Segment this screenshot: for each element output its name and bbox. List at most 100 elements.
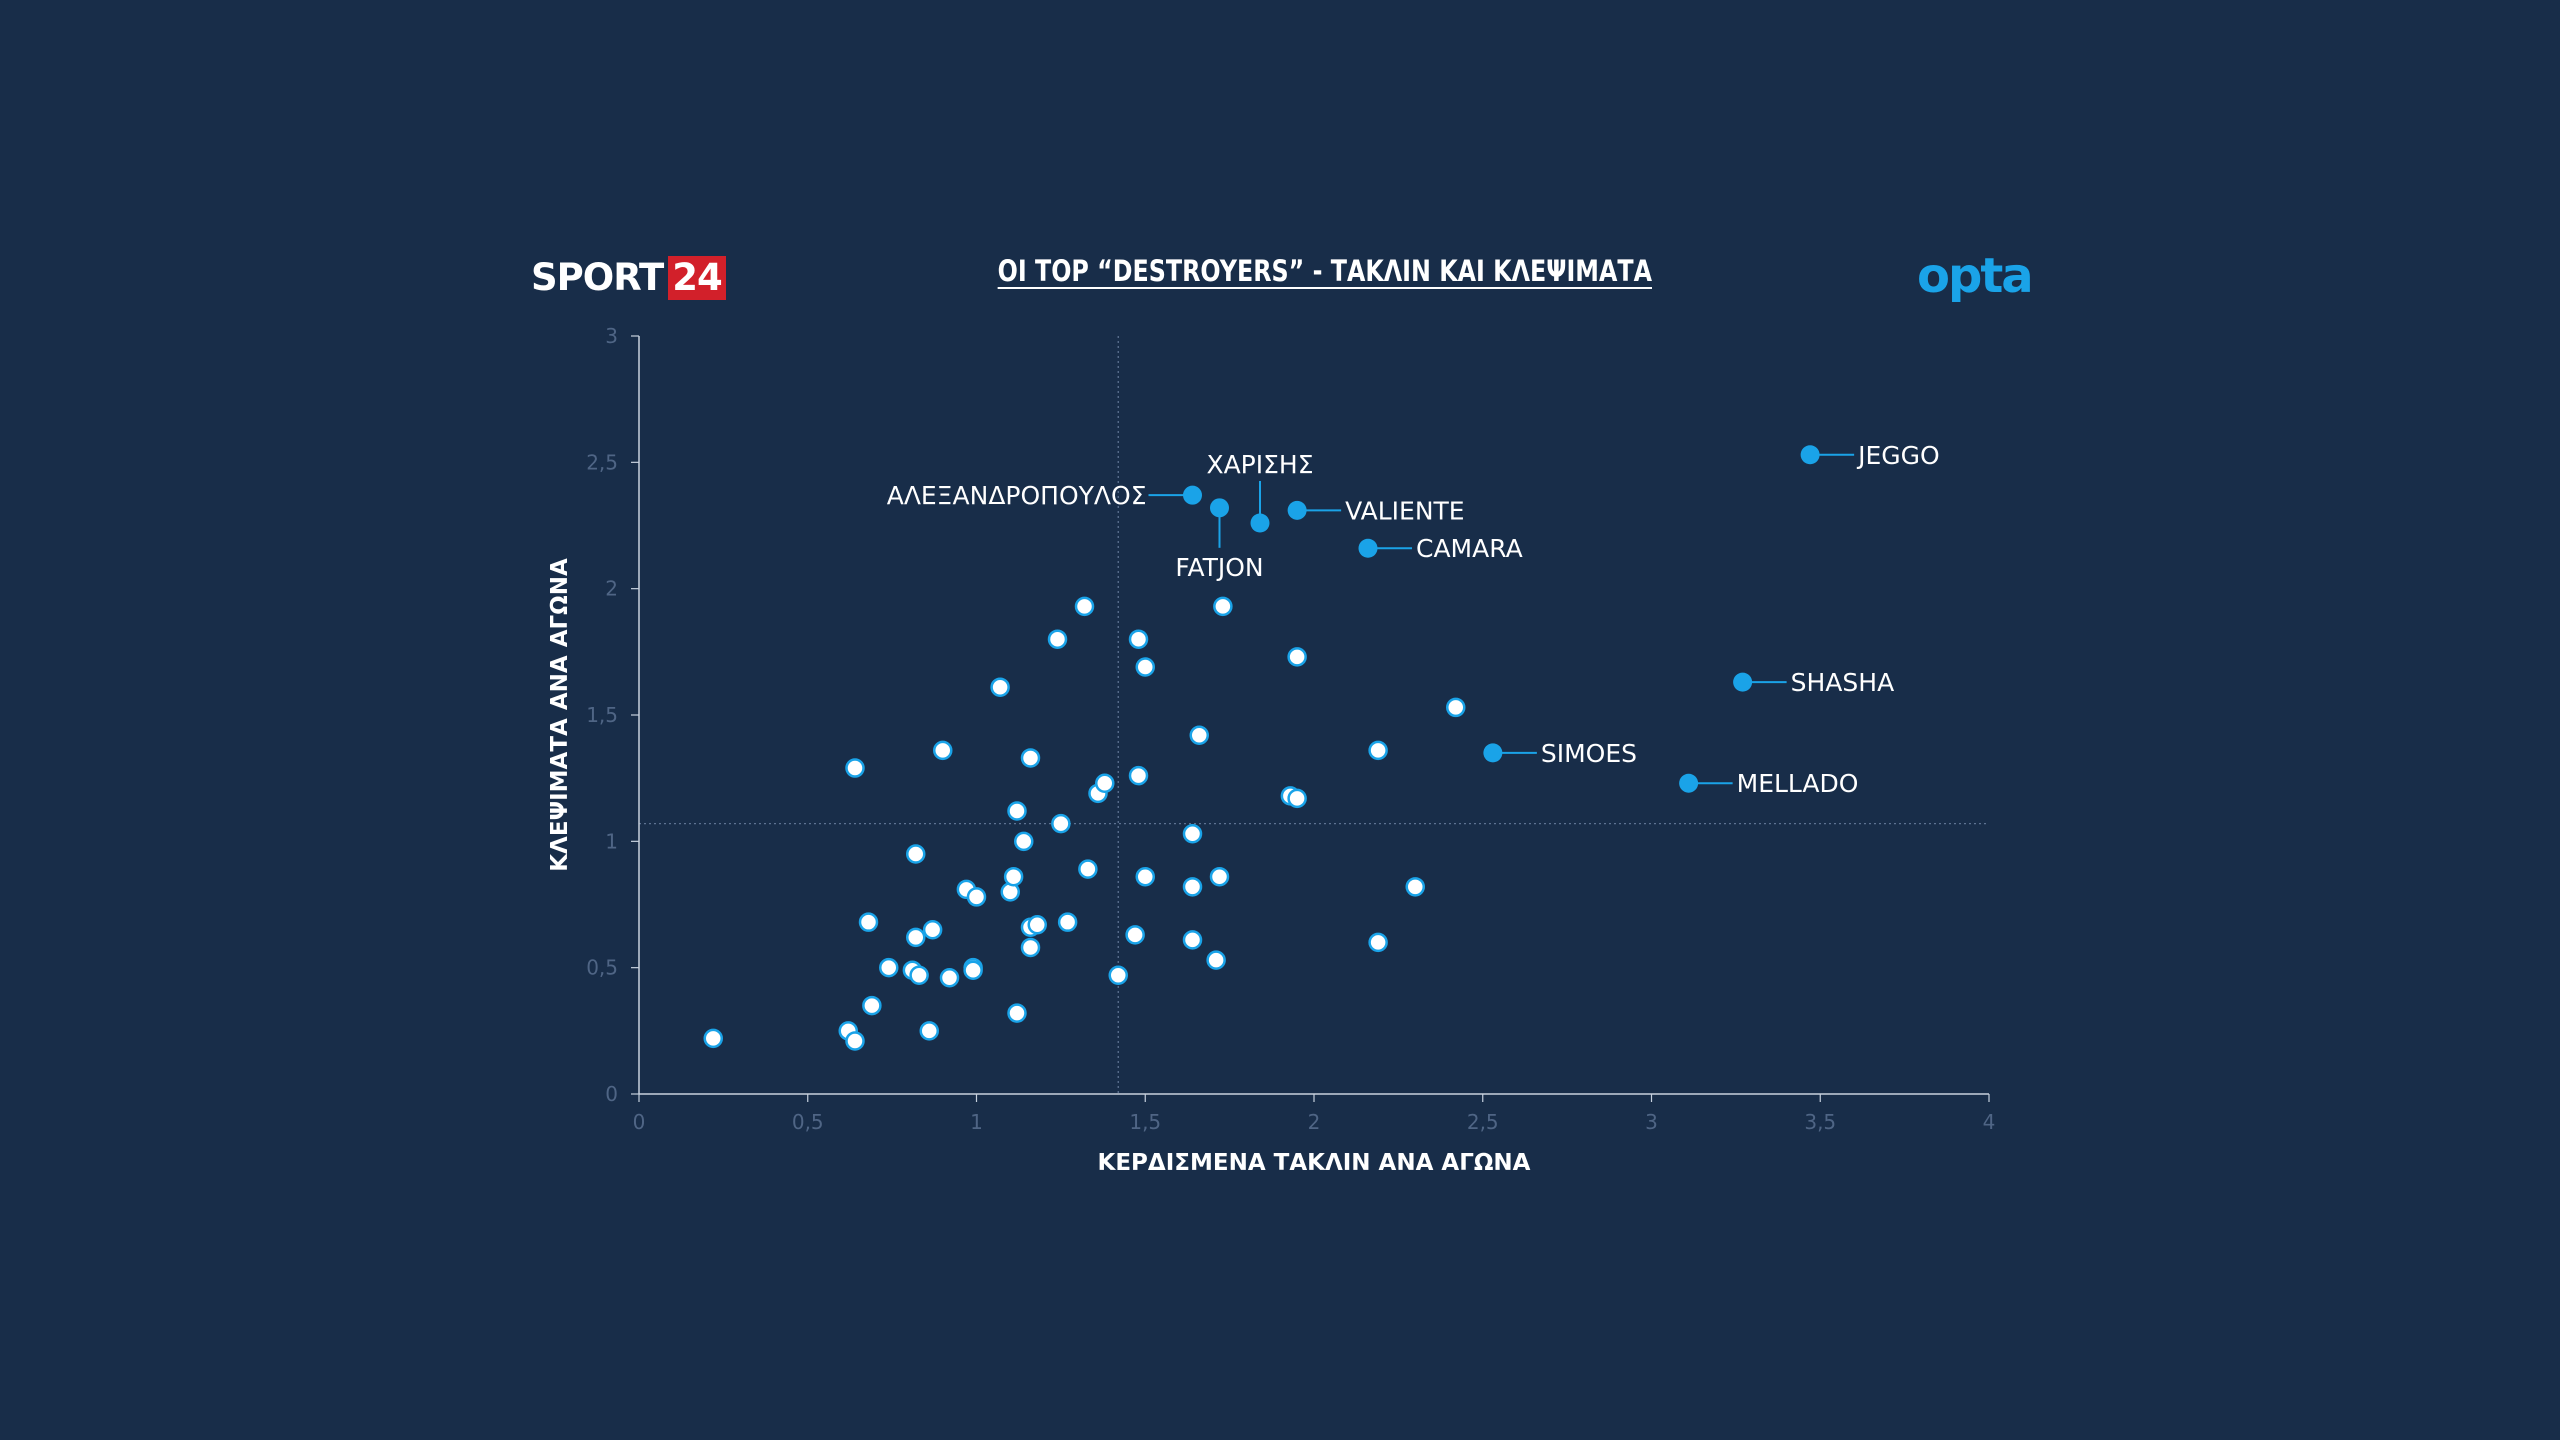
highlighted-player: FATJON (1175, 498, 1264, 582)
data-point (1209, 866, 1230, 887)
data-point (1020, 937, 1041, 958)
data-point (939, 968, 960, 988)
data-point (1051, 813, 1071, 834)
highlight-point (1183, 485, 1202, 505)
data-point (1182, 930, 1203, 950)
data-point (963, 960, 983, 980)
highlight-label: ΑΛΕΞΑΝΔΡΟΠΟΥΛΟΣ (887, 481, 1147, 510)
highlight-label: ΧΑΡΙΣΗΣ (1206, 450, 1313, 479)
x-tick-label: 2,5 (1467, 1110, 1499, 1134)
data-point (1007, 801, 1027, 821)
y-tick-label: 2 (605, 577, 618, 601)
highlighted-player: ΧΑΡΙΣΗΣ (1206, 450, 1314, 533)
highlight-label: CAMARA (1416, 534, 1523, 563)
sport24-logo-number: 24 (668, 256, 726, 300)
data-point (858, 912, 879, 932)
data-point (1128, 629, 1149, 649)
data-point (966, 887, 987, 907)
sport24-logo-word: SPORT (531, 256, 664, 299)
x-axis-title: ΚΕΡΔΙΣΜΕΝΑ ΤΑΚΛΙΝ ΑΝΑ ΑΓΩΝΑ (1098, 1150, 1531, 1176)
data-point (1128, 765, 1149, 786)
highlight-label: VALIENTE (1345, 496, 1464, 525)
data-point (906, 844, 926, 864)
data-point (922, 920, 943, 940)
data-point (933, 740, 953, 761)
data-point (919, 1021, 939, 1041)
highlighted-player: SHASHA (1733, 668, 1894, 697)
highlight-label: SIMOES (1541, 739, 1637, 768)
highlight-point (1733, 672, 1753, 692)
highlighted-player: JEGGO (1800, 441, 1940, 470)
highlight-label: JEGGO (1856, 441, 1940, 470)
data-point (1206, 950, 1226, 970)
y-tick-label: 0,5 (586, 956, 618, 980)
opta-logo: opta (1917, 248, 2034, 304)
data-point (862, 995, 882, 1016)
highlight-point (1210, 498, 1229, 518)
y-tick-label: 3 (605, 324, 618, 348)
highlight-label: SHASHA (1791, 668, 1895, 697)
data-point (1027, 914, 1047, 935)
data-point (1014, 831, 1034, 852)
highlight-point (1483, 743, 1503, 763)
data-point (909, 965, 929, 985)
data-point (1057, 912, 1078, 932)
y-tick-label: 1,5 (586, 703, 618, 727)
data-point (906, 927, 926, 948)
reference-lines (639, 336, 1989, 1094)
data-point (1446, 697, 1466, 718)
data-point (1007, 1003, 1027, 1023)
data-point (1182, 877, 1203, 897)
x-tick-label: 0,5 (792, 1110, 824, 1134)
data-point (990, 677, 1010, 697)
data-point (1213, 596, 1233, 617)
data-point (1368, 932, 1388, 953)
x-tick-label: 1 (970, 1110, 983, 1134)
data-point (1405, 877, 1425, 897)
data-point (845, 1031, 865, 1051)
x-tick-label: 2 (1308, 1110, 1321, 1134)
y-tick-label: 2,5 (586, 450, 618, 474)
x-tick-label: 3 (1645, 1110, 1658, 1134)
data-point (1189, 725, 1209, 745)
data-point (1125, 925, 1145, 945)
data-point (1095, 773, 1115, 793)
x-tick-label: 3,5 (1804, 1110, 1836, 1134)
highlight-point (1250, 513, 1270, 533)
axes (638, 336, 1989, 1095)
x-tick-label: 1,5 (1129, 1110, 1161, 1134)
data-point (1108, 965, 1128, 985)
x-tick-label: 0 (633, 1110, 646, 1134)
highlight-label: FATJON (1175, 553, 1263, 582)
highlight-label: MELLADO (1737, 769, 1859, 798)
highlight-point (1800, 445, 1820, 465)
data-point (703, 1028, 723, 1049)
highlight-point (1679, 773, 1699, 793)
highlighted-player: ΑΛΕΞΑΝΔΡΟΠΟΥΛΟΣ (887, 481, 1202, 510)
x-tick-label: 4 (1983, 1110, 1996, 1134)
highlighted-player: SIMOES (1483, 739, 1637, 768)
data-point (879, 957, 899, 978)
highlighted-player: MELLADO (1679, 769, 1858, 798)
highlight-point (1287, 500, 1307, 520)
data-point (1368, 740, 1388, 761)
highlight-point (1358, 538, 1378, 558)
data-point (1003, 866, 1024, 887)
highlighted-player: VALIENTE (1287, 496, 1465, 525)
data-point (1287, 647, 1307, 667)
sport24-logo: SPORT 24 (531, 255, 726, 301)
chart-title: ΟΙ TOP “DESTROYERS” - ΤΑΚΛΙΝ ΚΑΙ ΚΛΕΨΙΜΑ… (997, 254, 1652, 288)
data-point (1074, 596, 1095, 617)
data-point (1047, 629, 1068, 649)
highlighted-player: CAMARA (1358, 534, 1523, 563)
ticks: 0 0,5 1 1,5 2 2,5 3 3,5 4 0 0,5 1 1,5 2 2,5 3 (586, 324, 1995, 1134)
other-players-points (703, 596, 1466, 1051)
y-tick-label: 1 (605, 829, 618, 853)
data-point (1287, 788, 1307, 809)
highlighted-players: JEGGO ΑΛΕΞΑΝΔΡΟΠΟΥΛΟΣ ΧΑΡΙΣΗΣ FATJON VALIENT… (887, 441, 1940, 798)
data-point (1078, 859, 1098, 879)
data-point (1135, 866, 1155, 887)
y-axis-title: ΚΛΕΨΙΜΑΤΑ ΑΝΑ ΑΓΩΝΑ (547, 558, 573, 872)
data-point (1135, 657, 1155, 677)
